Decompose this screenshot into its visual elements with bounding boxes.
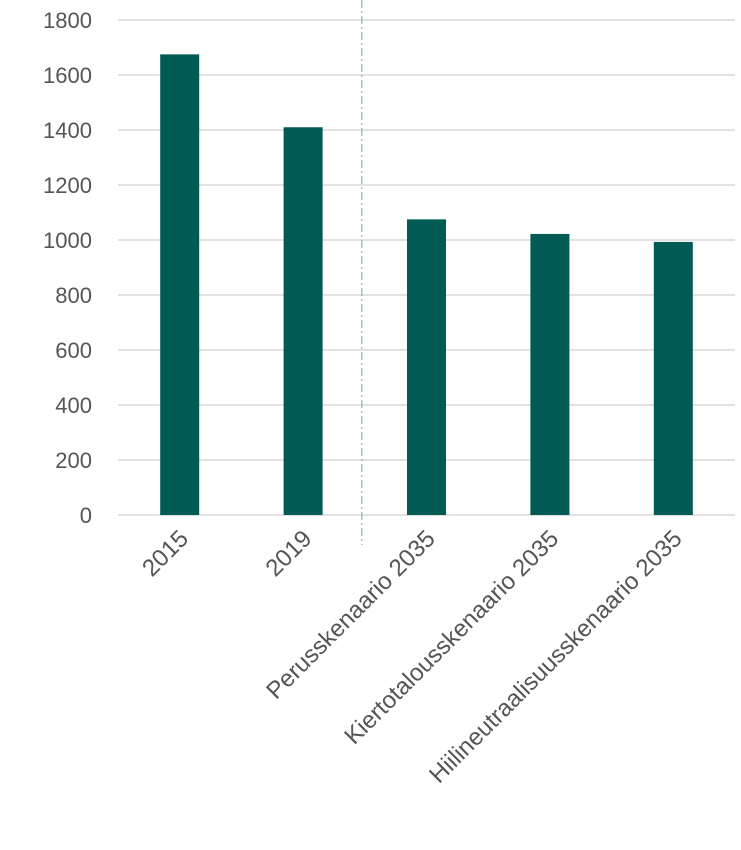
y-tick-label: 400	[55, 393, 92, 418]
bar	[283, 127, 323, 515]
y-axis-tick-labels: 0 200 400 600 800 1000 1200 1400 1600 1800	[43, 8, 92, 528]
bar	[160, 54, 200, 515]
y-tick-label: 1800	[43, 8, 92, 33]
y-tick-label: 1600	[43, 63, 92, 88]
y-tick-label: 600	[55, 338, 92, 363]
bar	[407, 219, 446, 515]
y-tick-label: 800	[55, 283, 92, 308]
bars	[160, 54, 693, 516]
x-category-label: 2015	[137, 525, 194, 582]
y-tick-label: 0	[80, 503, 92, 528]
bar	[653, 241, 693, 516]
x-category-label: Hiilineutraalisuusskenaario 2035	[424, 525, 687, 788]
bar	[530, 233, 570, 515]
y-tick-label: 1200	[43, 173, 92, 198]
y-tick-label: 200	[55, 448, 92, 473]
y-tick-label: 1000	[43, 228, 92, 253]
y-tick-label: 1400	[43, 118, 92, 143]
x-category-label: 2019	[260, 525, 317, 582]
x-category-label: Kiertotalousskenaario 2035	[339, 525, 564, 750]
